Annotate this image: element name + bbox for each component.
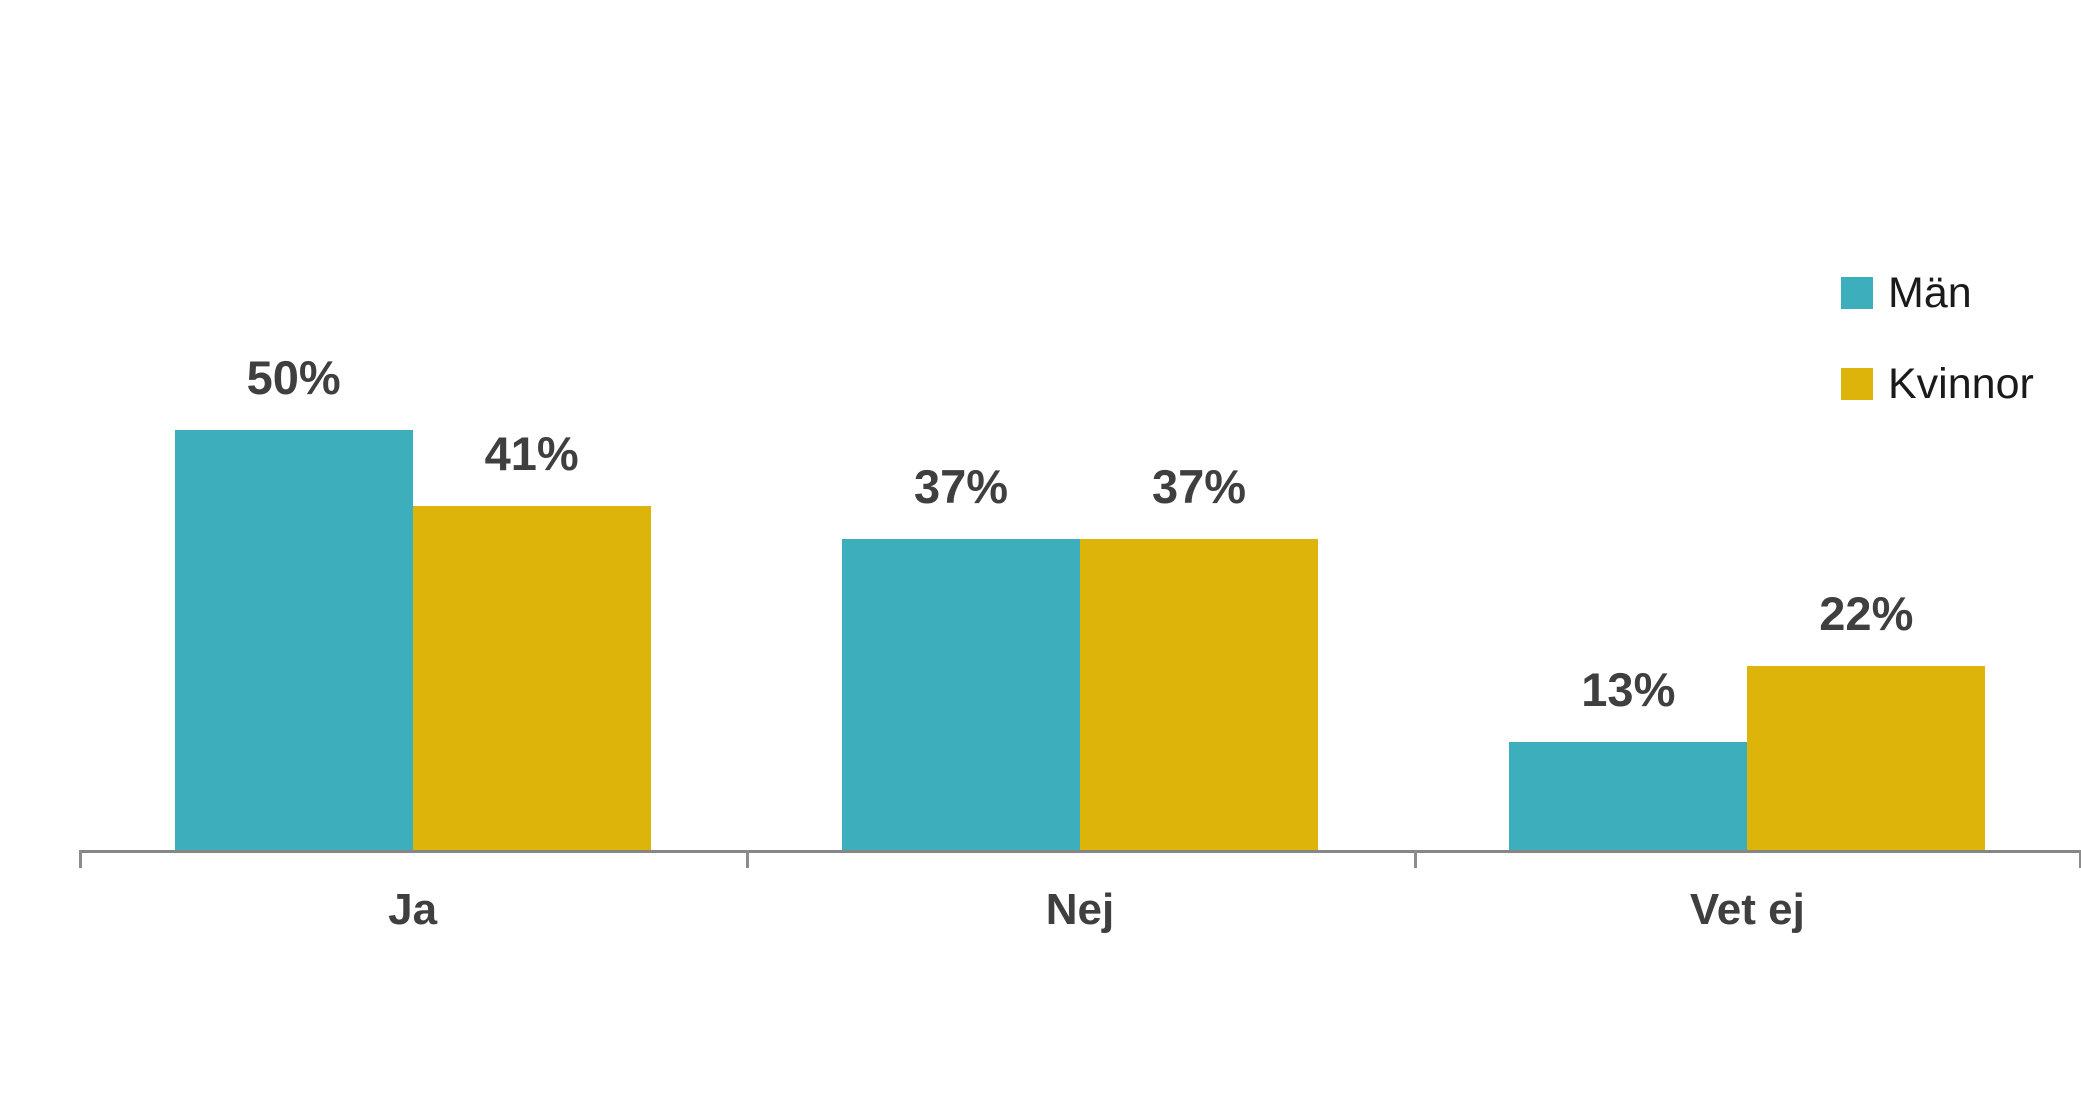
axis-tick [746, 850, 750, 868]
legend-item-män: Män [1841, 269, 1972, 317]
x-axis-line [79, 850, 2081, 853]
bar-kvinnor-ja [412, 506, 651, 853]
value-label-män-nej: 37% [913, 460, 1009, 513]
legend-label-män: Män [1888, 269, 1972, 317]
category-label-vet-ej: Vet ej [1689, 885, 1805, 934]
category-label-nej: Nej [1045, 885, 1115, 934]
bar-män-ja [174, 430, 413, 853]
value-label-kvinnor-ja: 41% [484, 427, 579, 480]
bar-män-vet-ej [1509, 742, 1748, 853]
axis-tick [79, 850, 82, 868]
legend-swatch-kvinnor [1841, 368, 1873, 400]
value-label-kvinnor-nej: 37% [1151, 460, 1247, 513]
legend-item-kvinnor: Kvinnor [1841, 360, 2034, 408]
value-label-män-ja: 50% [246, 351, 341, 404]
value-label-män-vet-ej: 13% [1581, 663, 1676, 716]
axis-tick [2079, 850, 2081, 868]
bar-män-nej [842, 539, 1080, 853]
category-label-ja: Ja [388, 885, 438, 934]
legend-swatch-män [1841, 277, 1873, 309]
axis-tick [1413, 850, 1417, 868]
legend-label-kvinnor: Kvinnor [1888, 360, 2034, 408]
value-label-kvinnor-vet-ej: 22% [1819, 587, 1914, 640]
bar-kvinnor-nej [1080, 539, 1318, 853]
bar-kvinnor-vet-ej [1747, 666, 1986, 853]
